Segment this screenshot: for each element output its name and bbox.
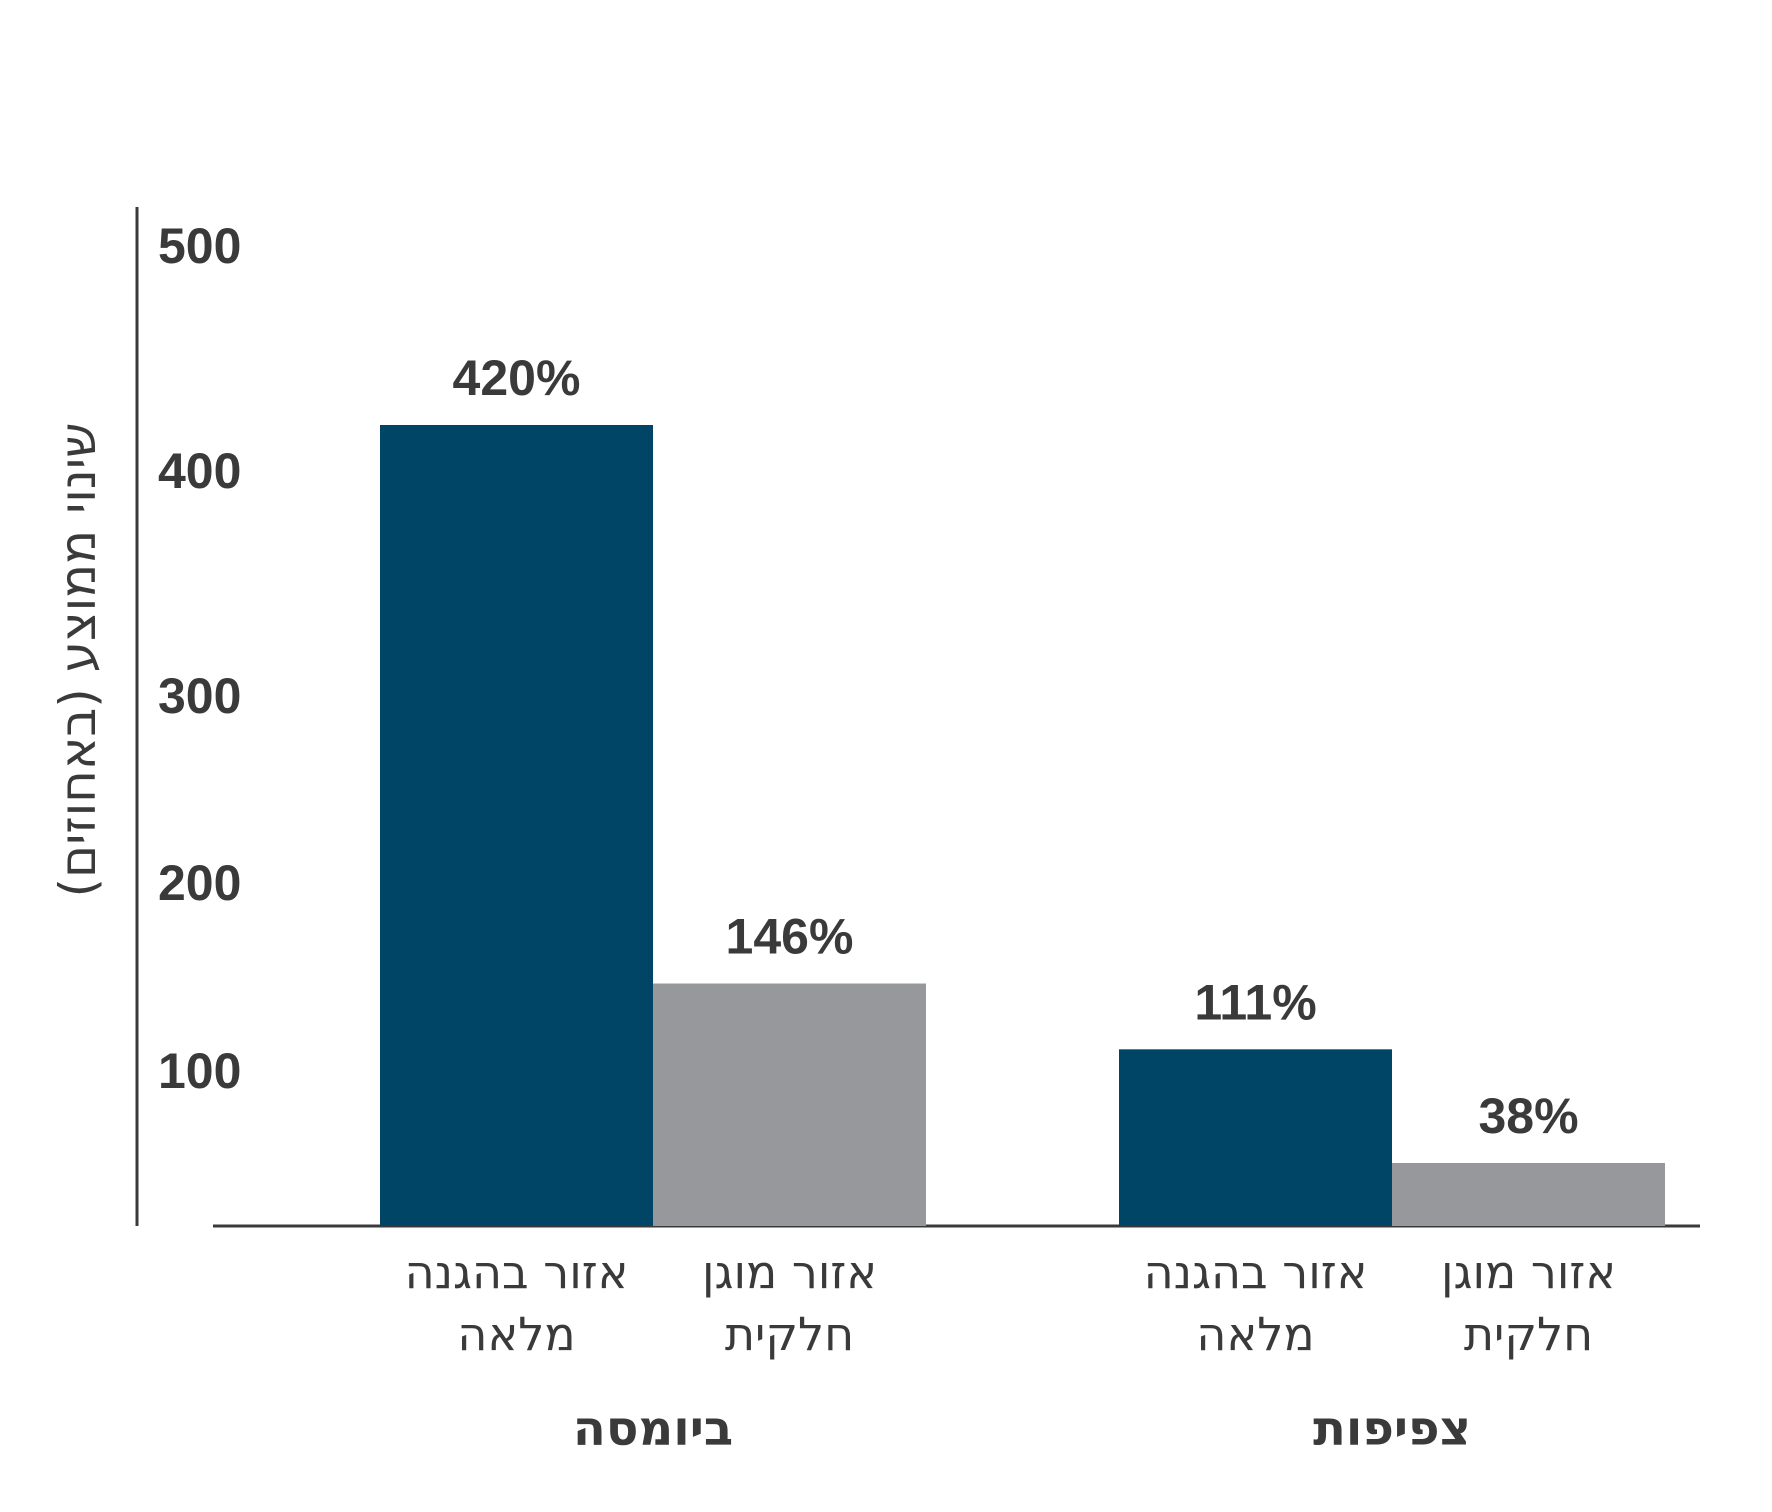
- bar: [1392, 1163, 1665, 1226]
- group-label: ביומסה: [573, 1401, 733, 1457]
- y-axis-label: שינוי ממוצע (באחוזים): [49, 422, 107, 897]
- data-label: 111%: [1194, 974, 1316, 1030]
- category-label: מלאה: [457, 1307, 575, 1361]
- labels: 420% אזור בהגנה מלאה 146% אזור מוגן חלקית ביומ…: [405, 350, 1616, 1457]
- category-label: אזור בהגנה: [1144, 1245, 1368, 1299]
- y-tick-label: 400: [158, 443, 241, 499]
- category-label: אזור מוגן: [702, 1245, 877, 1299]
- data-label: 420%: [453, 350, 581, 406]
- bars: [380, 425, 1665, 1226]
- y-tick-label: 200: [158, 855, 241, 911]
- y-tick-label: 300: [158, 668, 241, 724]
- group-label: צפיפות: [1313, 1401, 1471, 1457]
- bar: [653, 983, 926, 1226]
- y-tick-label: 100: [158, 1043, 241, 1099]
- category-label: מלאה: [1196, 1307, 1314, 1361]
- category-label: אזור מוגן: [1441, 1245, 1616, 1299]
- data-label: 146%: [726, 909, 854, 965]
- category-label: אזור בהגנה: [405, 1245, 629, 1299]
- bar: [380, 425, 653, 1226]
- category-label: חלקית: [725, 1307, 854, 1361]
- y-tick-label: 500: [158, 218, 241, 274]
- data-label: 38%: [1478, 1088, 1578, 1144]
- bar: [1119, 1049, 1392, 1226]
- category-label: חלקית: [1464, 1307, 1593, 1361]
